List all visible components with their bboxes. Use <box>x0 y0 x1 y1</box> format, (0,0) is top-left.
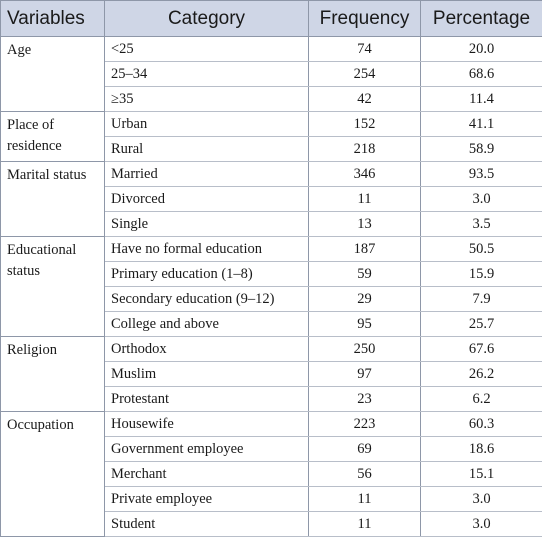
variable-cell: Educational status <box>1 237 105 337</box>
category-cell: Primary education (1–8) <box>105 262 309 287</box>
frequency-cell: 69 <box>309 437 421 462</box>
percentage-cell: 41.1 <box>421 112 542 137</box>
category-cell: Urban <box>105 112 309 137</box>
percentage-cell: 11.4 <box>421 87 542 112</box>
header-percentage: Percentage <box>421 1 542 37</box>
category-cell: Private employee <box>105 487 309 512</box>
category-cell: Single <box>105 212 309 237</box>
percentage-cell: 3.0 <box>421 512 542 537</box>
frequency-cell: 218 <box>309 137 421 162</box>
frequency-cell: 42 <box>309 87 421 112</box>
category-cell: College and above <box>105 312 309 337</box>
category-cell: Rural <box>105 137 309 162</box>
category-cell: Have no formal education <box>105 237 309 262</box>
frequency-cell: 152 <box>309 112 421 137</box>
variable-cell: Religion <box>1 337 105 412</box>
percentage-cell: 15.1 <box>421 462 542 487</box>
frequency-cell: 29 <box>309 287 421 312</box>
percentage-cell: 60.3 <box>421 412 542 437</box>
variable-cell: Place of residence <box>1 112 105 162</box>
frequency-cell: 97 <box>309 362 421 387</box>
category-cell: ≥35 <box>105 87 309 112</box>
category-cell: Muslim <box>105 362 309 387</box>
category-cell: Secondary education (9–12) <box>105 287 309 312</box>
frequency-cell: 254 <box>309 62 421 87</box>
frequency-cell: 56 <box>309 462 421 487</box>
frequency-cell: 223 <box>309 412 421 437</box>
percentage-cell: 7.9 <box>421 287 542 312</box>
frequency-cell: 59 <box>309 262 421 287</box>
category-cell: <25 <box>105 37 309 62</box>
percentage-cell: 3.0 <box>421 487 542 512</box>
frequency-cell: 13 <box>309 212 421 237</box>
category-cell: Divorced <box>105 187 309 212</box>
category-cell: 25–34 <box>105 62 309 87</box>
percentage-cell: 58.9 <box>421 137 542 162</box>
percentage-cell: 3.0 <box>421 187 542 212</box>
percentage-cell: 25.7 <box>421 312 542 337</box>
variable-cell: Age <box>1 37 105 112</box>
percentage-cell: 68.6 <box>421 62 542 87</box>
category-cell: Protestant <box>105 387 309 412</box>
percentage-cell: 6.2 <box>421 387 542 412</box>
percentage-cell: 15.9 <box>421 262 542 287</box>
table-header: Variables Category Frequency Percentage <box>1 1 542 37</box>
percentage-cell: 18.6 <box>421 437 542 462</box>
header-category: Category <box>105 1 309 37</box>
frequency-cell: 250 <box>309 337 421 362</box>
frequency-cell: 187 <box>309 237 421 262</box>
frequency-cell: 23 <box>309 387 421 412</box>
category-cell: Government employee <box>105 437 309 462</box>
frequency-cell: 11 <box>309 487 421 512</box>
variable-cell: Marital status <box>1 162 105 237</box>
header-row: Variables Category Frequency Percentage <box>1 1 542 37</box>
category-cell: Housewife <box>105 412 309 437</box>
category-cell: Orthodox <box>105 337 309 362</box>
percentage-cell: 3.5 <box>421 212 542 237</box>
variable-cell: Occupation <box>1 412 105 537</box>
percentage-cell: 26.2 <box>421 362 542 387</box>
percentage-cell: 50.5 <box>421 237 542 262</box>
frequency-cell: 346 <box>309 162 421 187</box>
header-variables: Variables <box>1 1 105 37</box>
category-cell: Married <box>105 162 309 187</box>
frequency-cell: 11 <box>309 512 421 537</box>
percentage-cell: 20.0 <box>421 37 542 62</box>
category-cell: Student <box>105 512 309 537</box>
frequency-cell: 11 <box>309 187 421 212</box>
percentage-cell: 67.6 <box>421 337 542 362</box>
frequency-cell: 95 <box>309 312 421 337</box>
percentage-cell: 93.5 <box>421 162 542 187</box>
frequency-cell: 74 <box>309 37 421 62</box>
category-cell: Merchant <box>105 462 309 487</box>
header-frequency: Frequency <box>309 1 421 37</box>
